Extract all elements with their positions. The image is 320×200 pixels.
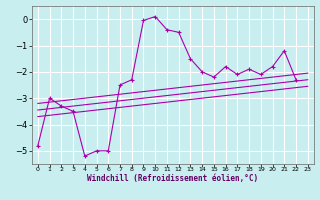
X-axis label: Windchill (Refroidissement éolien,°C): Windchill (Refroidissement éolien,°C)	[87, 174, 258, 183]
